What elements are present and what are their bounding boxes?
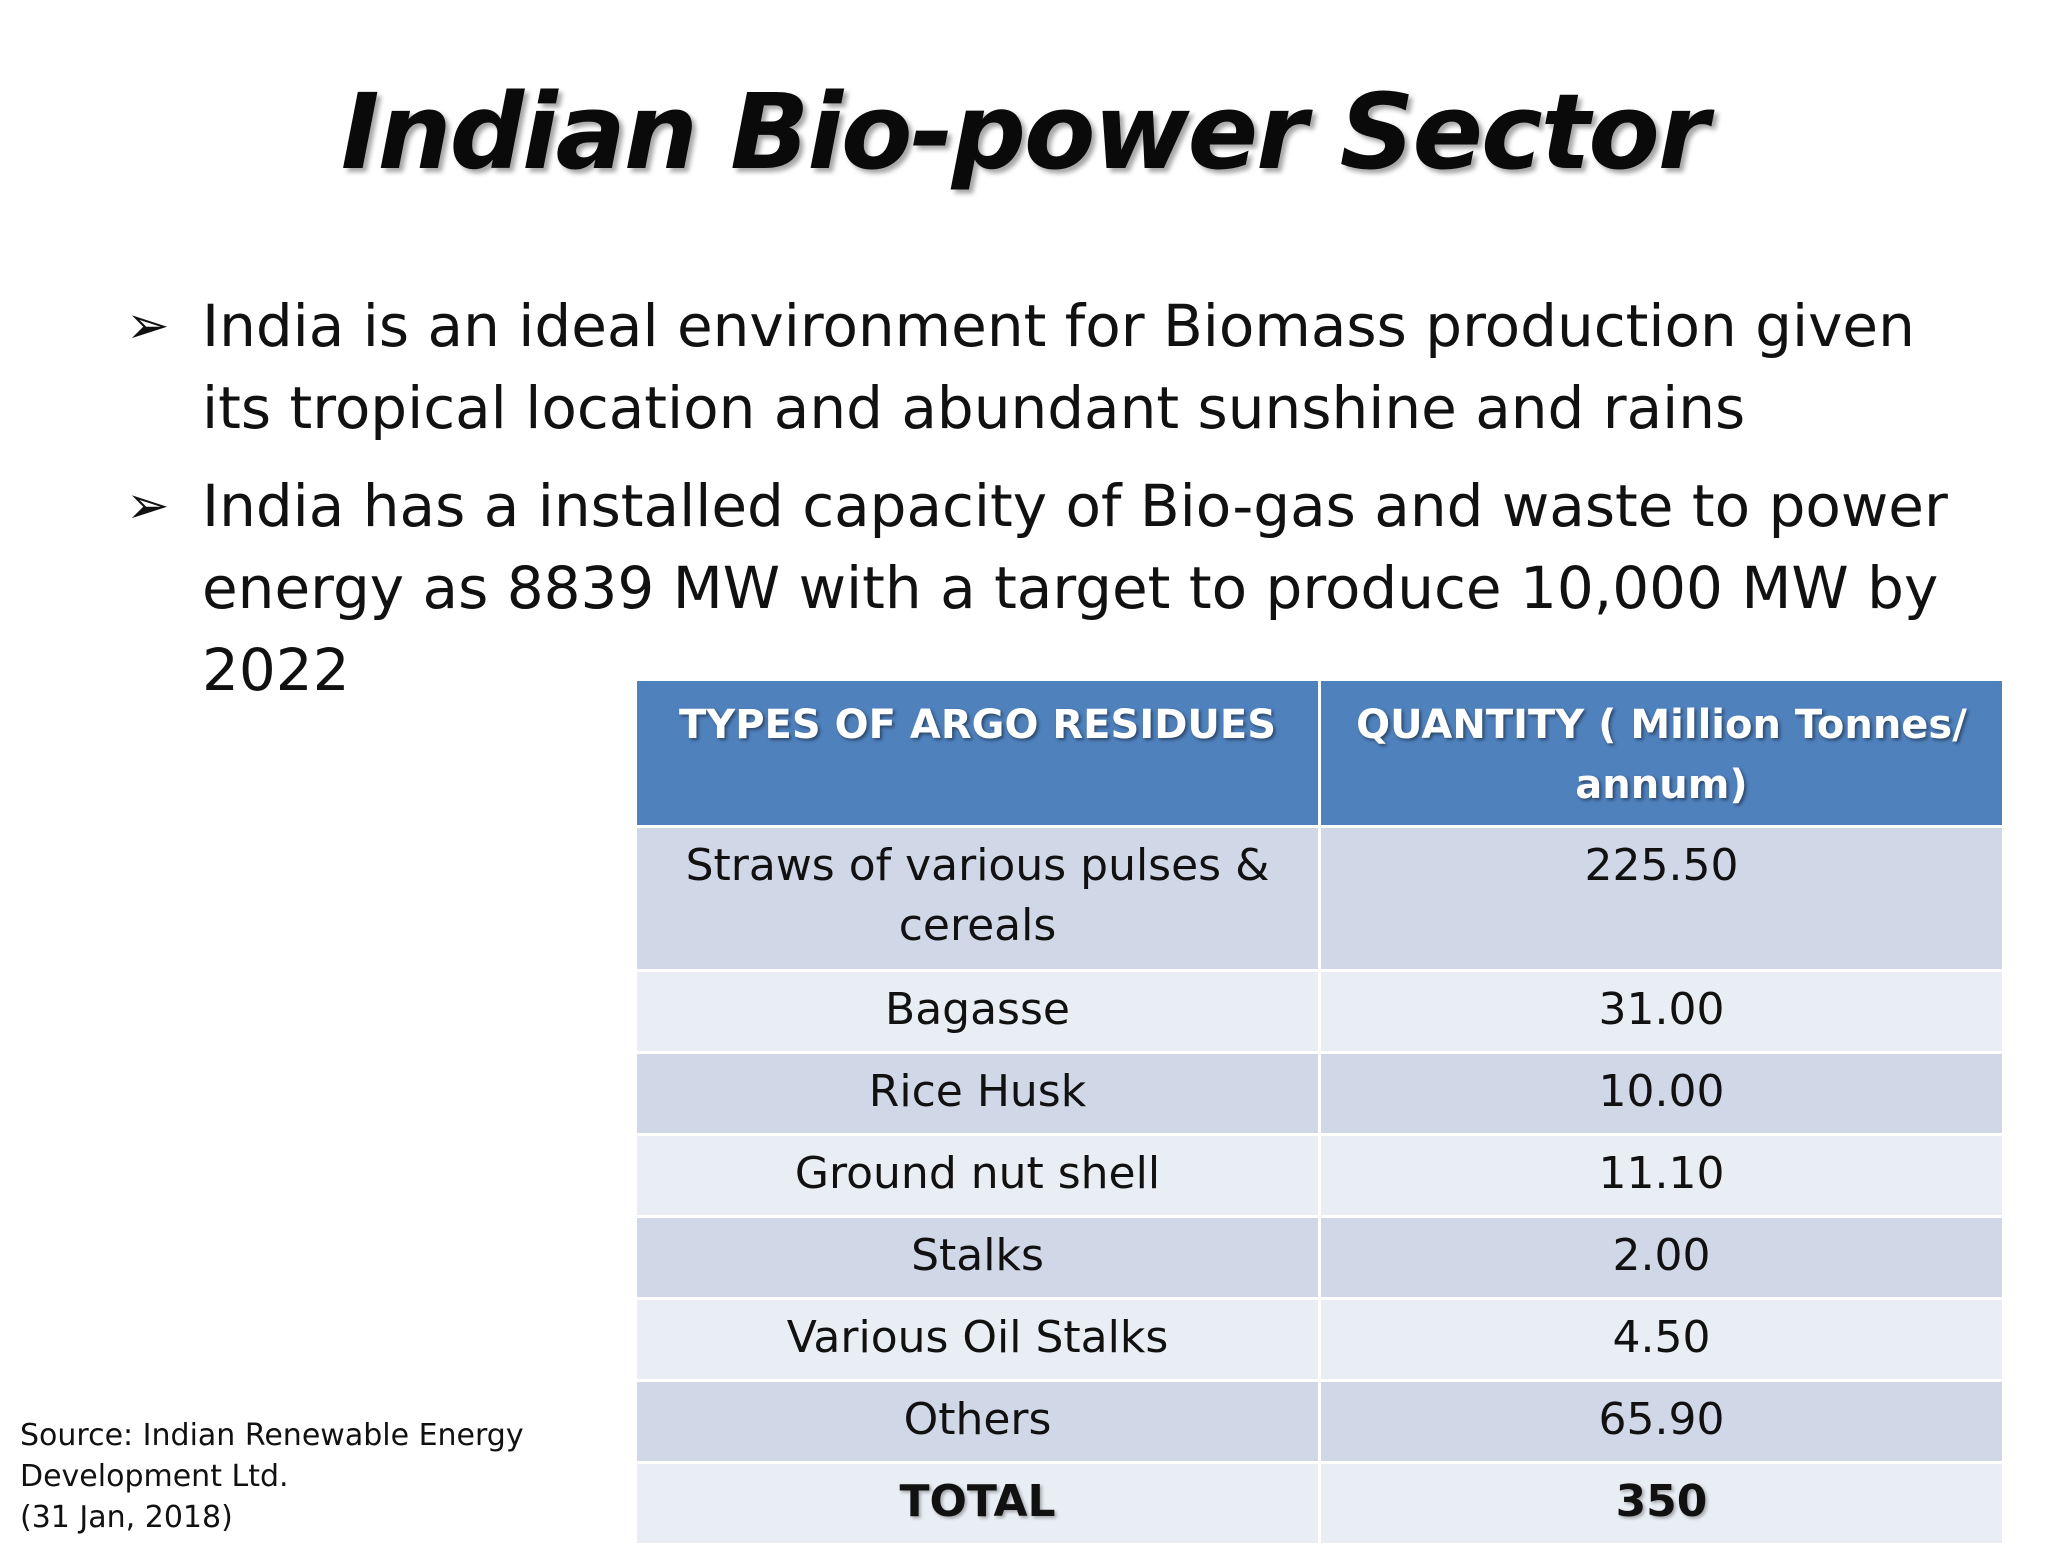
residue-type-cell: Various Oil Stalks bbox=[634, 1297, 1321, 1382]
total-label-cell: TOTAL bbox=[634, 1461, 1321, 1546]
residues-table: TYPES OF ARGO RESIDUES QUANTITY ( Millio… bbox=[634, 678, 2005, 1546]
bullet-item: ➢ India is an ideal environment for Biom… bbox=[120, 285, 1970, 449]
quantity-cell: 10.00 bbox=[1318, 1051, 2005, 1136]
source-note: Source: Indian Renewable Energy Developm… bbox=[20, 1415, 580, 1538]
arrow-bullet-icon: ➢ bbox=[126, 476, 170, 536]
quantity-cell: 225.50 bbox=[1318, 825, 2005, 972]
residue-type-cell: Others bbox=[634, 1379, 1321, 1464]
table-row: Bagasse 31.00 bbox=[634, 969, 2005, 1054]
quantity-cell: 65.90 bbox=[1318, 1379, 2005, 1464]
residue-type-cell: Ground nut shell bbox=[634, 1133, 1321, 1218]
table-header-row: TYPES OF ARGO RESIDUES QUANTITY ( Millio… bbox=[634, 678, 2005, 828]
table-row: Rice Husk 10.00 bbox=[634, 1051, 2005, 1136]
bullet-item: ➢ India has a installed capacity of Bio-… bbox=[120, 465, 1970, 711]
bullet-list: ➢ India is an ideal environment for Biom… bbox=[120, 285, 1970, 727]
source-line: Source: Indian Renewable Energy bbox=[20, 1418, 524, 1453]
table-row: Stalks 2.00 bbox=[634, 1215, 2005, 1300]
header-residue-type: TYPES OF ARGO RESIDUES bbox=[634, 678, 1321, 828]
table-row: Ground nut shell 11.10 bbox=[634, 1133, 2005, 1218]
total-quantity-cell: 350 bbox=[1318, 1461, 2005, 1546]
slide-title: Indian Bio-power Sector bbox=[340, 71, 1709, 193]
bullet-text: India is an ideal environment for Biomas… bbox=[202, 292, 1915, 442]
table-row: Others 65.90 bbox=[634, 1379, 2005, 1464]
quantity-cell: 11.10 bbox=[1318, 1133, 2005, 1218]
source-line: Development Ltd. bbox=[20, 1459, 289, 1494]
residue-type-cell: Bagasse bbox=[634, 969, 1321, 1054]
table-row: Straws of various pulses & cereals 225.5… bbox=[634, 825, 2005, 972]
residue-type-cell: Stalks bbox=[634, 1215, 1321, 1300]
source-line: (31 Jan, 2018) bbox=[20, 1500, 233, 1535]
residue-type-cell: Straws of various pulses & cereals bbox=[634, 825, 1321, 972]
bullet-text: India has a installed capacity of Bio-ga… bbox=[202, 472, 1948, 704]
quantity-cell: 4.50 bbox=[1318, 1297, 2005, 1382]
table-row: Various Oil Stalks 4.50 bbox=[634, 1297, 2005, 1382]
quantity-cell: 2.00 bbox=[1318, 1215, 2005, 1300]
residue-type-cell: Rice Husk bbox=[634, 1051, 1321, 1136]
header-quantity: QUANTITY ( Million Tonnes/ annum) bbox=[1318, 678, 2005, 828]
quantity-cell: 31.00 bbox=[1318, 969, 2005, 1054]
arrow-bullet-icon: ➢ bbox=[126, 296, 170, 356]
table-total-row: TOTAL 350 bbox=[634, 1461, 2005, 1546]
